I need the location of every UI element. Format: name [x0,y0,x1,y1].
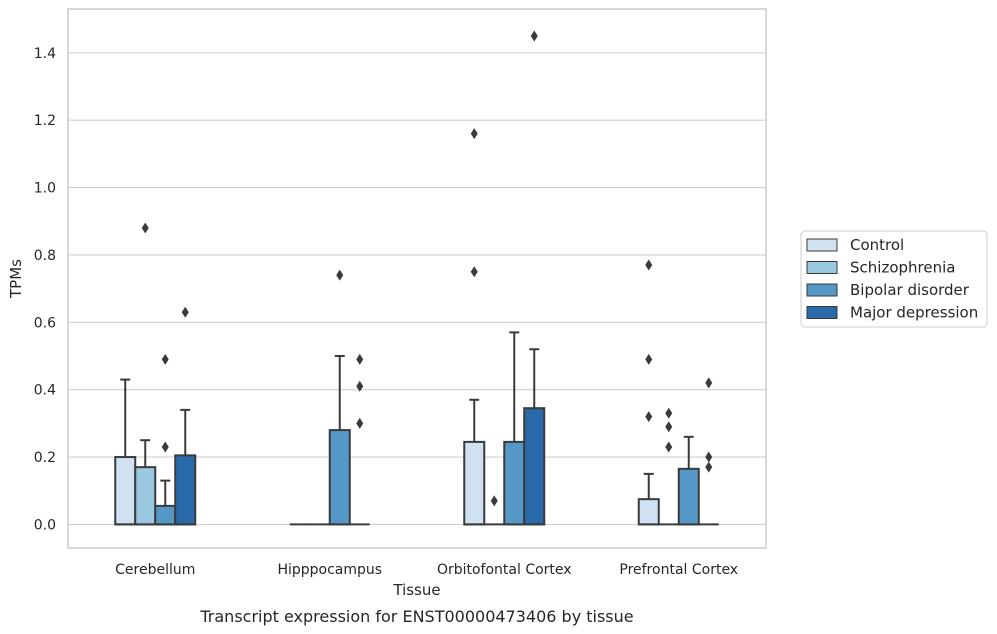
box-rect [114,456,137,526]
box-rect [154,504,177,526]
outlier-point [645,259,653,271]
box-plot [637,259,660,526]
box-layer [114,30,719,526]
legend-label: Control [850,236,904,254]
x-tick-labels: Cerebellum Hipppocampus Orbitofontal Corte… [115,562,738,578]
x-tick-label: Orbitofontal Cortex [437,562,572,578]
outlier-point [705,451,713,463]
y-tick-label: 0.0 [34,517,56,533]
box-plot [174,306,197,526]
x-axis-label: Tissue [392,581,440,599]
box-plot [154,353,177,526]
box-rect [134,466,157,526]
box-rect [677,467,700,526]
outlier-point [336,269,344,281]
y-tick-label: 1.0 [34,181,56,197]
box-rect [463,440,486,526]
legend-label: Major depression [850,304,978,322]
box-rect [328,429,351,526]
outlier-point [356,380,364,392]
legend-swatch [806,306,838,319]
legend-label: Bipolar disorder [850,281,970,299]
box-plot [677,435,700,526]
legend-swatch [806,283,838,297]
box-rect [523,407,546,526]
y-tick-label: 0.6 [34,315,56,331]
box-rect [637,498,660,526]
y-tick-labels: 0.0 0.2 0.4 0.6 0.8 1.0 1.2 1.4 [34,46,56,534]
plot-frame [67,8,767,549]
y-tick-label: 1.4 [34,46,56,62]
outlier-point [181,306,189,318]
outlier-point [645,353,653,365]
legend: Control Schizophrenia Bipolar disorder Majo… [800,230,988,328]
box-plot [349,353,370,526]
y-tick-label: 0.8 [34,248,56,264]
legend-frame [800,230,988,328]
box-plot [463,128,486,526]
outlier-point [141,222,149,234]
box-plot [523,30,546,526]
outlier-point [705,377,713,389]
y-tick-label: 0.2 [34,450,56,466]
outlier-point [645,411,653,423]
outlier-point [356,417,364,429]
outlier-point [161,353,169,365]
box-rect [503,440,526,526]
legend-label: Schizophrenia [850,259,955,277]
outlier-point [705,461,713,473]
box-plot [658,407,679,526]
outlier-point [470,266,478,278]
y-tick-label: 0.4 [34,383,56,399]
grid-layer [68,52,766,526]
chart-caption: Transcript expression for ENST0000047340… [199,607,633,626]
outlier-point [530,30,538,42]
outlier-point [665,421,673,433]
outlier-point [161,441,169,453]
box-rect [174,454,197,526]
y-axis-label: TPMs [7,259,25,299]
box-plot [134,222,157,526]
outlier-point [470,128,478,140]
legend-swatch [806,261,838,274]
x-tick-label: Hipppocampus [277,562,382,578]
x-tick-label: Cerebellum [115,562,195,578]
outlier-point [356,353,364,365]
box-plot [484,495,505,526]
box-plot [698,377,719,526]
box-plot [503,331,526,526]
outlier-point [665,407,673,419]
outlier-point [665,441,673,453]
box-plot [328,269,351,526]
outlier-point [490,495,498,507]
legend-swatch [806,238,838,252]
x-tick-label: Prefrontal Cortex [619,562,738,578]
y-tick-label: 1.2 [34,113,56,129]
box-plot [114,378,137,526]
